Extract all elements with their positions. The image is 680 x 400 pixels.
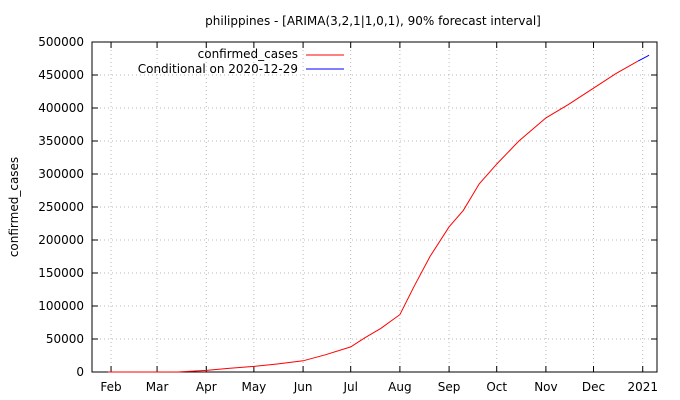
x-tick-label: Oct [486, 380, 507, 394]
y-tick-label: 500000 [38, 35, 84, 49]
series-confirmed-cases-line [107, 60, 639, 373]
legend: confirmed_cases Conditional on 2020-12-2… [138, 47, 344, 76]
y-tick-label: 0 [76, 365, 84, 379]
y-axis-label: confirmed_cases [7, 157, 21, 257]
x-tick-label: 2021 [627, 380, 658, 394]
y-tick-label: 450000 [38, 68, 84, 82]
y-axis: 0 50000 100000 150000 200000 250000 300000 3500… [38, 35, 657, 379]
x-tick-label: Mar [146, 380, 169, 394]
x-tick-label: May [241, 380, 266, 394]
x-tick-label: Jul [342, 380, 357, 394]
x-tick-label: Feb [100, 380, 121, 394]
y-tick-label: 350000 [38, 134, 84, 148]
series-forecast-line [637, 54, 650, 62]
y-tick-label: 400000 [38, 101, 84, 115]
chart-title: philippines - [ARIMA(3,2,1|1,0,1), 90% f… [205, 14, 541, 28]
x-tick-label: Aug [388, 380, 411, 394]
y-tick-label: 50000 [46, 332, 84, 346]
legend-label-forecast: Conditional on 2020-12-29 [138, 62, 298, 76]
x-tick-label: Nov [534, 380, 557, 394]
x-tick-label: Apr [196, 380, 217, 394]
y-tick-label: 200000 [38, 233, 84, 247]
y-tick-label: 250000 [38, 200, 84, 214]
y-tick-label: 300000 [38, 167, 84, 181]
y-tick-label: 100000 [38, 299, 84, 313]
legend-label-confirmed-cases: confirmed_cases [198, 47, 298, 61]
x-tick-label: Sep [438, 380, 461, 394]
x-axis: Feb Mar Apr May Jun Jul Aug Sep Oct Nov Dec 2021 [100, 42, 658, 394]
x-tick-label: Jun [293, 380, 313, 394]
y-tick-label: 150000 [38, 266, 84, 280]
x-tick-label: Dec [582, 380, 605, 394]
series-layer [107, 54, 650, 373]
grid [92, 42, 657, 372]
